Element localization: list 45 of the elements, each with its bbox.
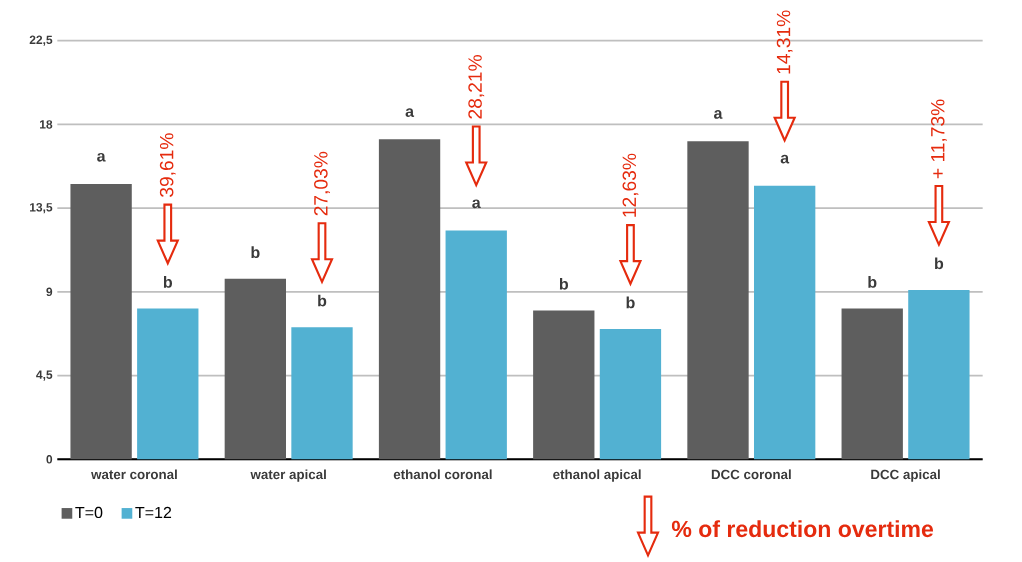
y-tick-label: 9 [46, 287, 53, 297]
bar [224, 278, 286, 460]
bar [908, 290, 970, 460]
text: % of reduction overtime [671, 520, 934, 538]
annotation: a [405, 108, 415, 117]
y-tick-label: 22,5 [29, 35, 53, 46]
bar [599, 329, 662, 460]
bar [291, 327, 353, 460]
annotation: a [780, 154, 790, 164]
legend-label: T=12 [135, 506, 172, 518]
bar [754, 185, 816, 460]
x-tick-label: ethanol coronal [393, 469, 492, 480]
legend-label: T=0 [75, 506, 103, 519]
x-tick-label: water coronal [91, 469, 177, 480]
annotation: b [163, 276, 173, 288]
x-tick-label: DCC apical [871, 469, 940, 482]
annotation: b [868, 276, 877, 288]
bar [687, 141, 749, 460]
annotation: 14,31% [776, 10, 793, 74]
annotation: b [318, 294, 327, 307]
bar [841, 308, 903, 460]
bar [137, 308, 199, 460]
annotation: + 11,73% [930, 99, 947, 179]
y-tick-label: 18 [40, 120, 53, 129]
annotation: 28,21% [468, 55, 485, 119]
annotation: a [472, 199, 481, 209]
x-tick-label: ethanol apical [553, 469, 641, 482]
bar [445, 230, 507, 460]
annotation: 12,63% [622, 153, 639, 217]
annotation: b [626, 296, 635, 309]
annotation: b [559, 277, 569, 290]
y-tick-label: 4,5 [36, 370, 53, 381]
x-tick-label: water apical [250, 469, 326, 482]
y-tick-label: 0 [46, 455, 53, 464]
annotation: b [251, 246, 260, 259]
annotation: a [714, 110, 723, 119]
bar [378, 139, 441, 460]
y-tick-label: 13,5 [30, 203, 53, 214]
annotation: b [935, 257, 944, 270]
annotation: 27,03% [314, 151, 330, 216]
annotation: a [97, 152, 106, 162]
bar [70, 183, 132, 460]
annotation: 39,61% [159, 133, 176, 197]
x-tick-label: DCC coronal [711, 469, 791, 480]
bar [533, 310, 595, 460]
